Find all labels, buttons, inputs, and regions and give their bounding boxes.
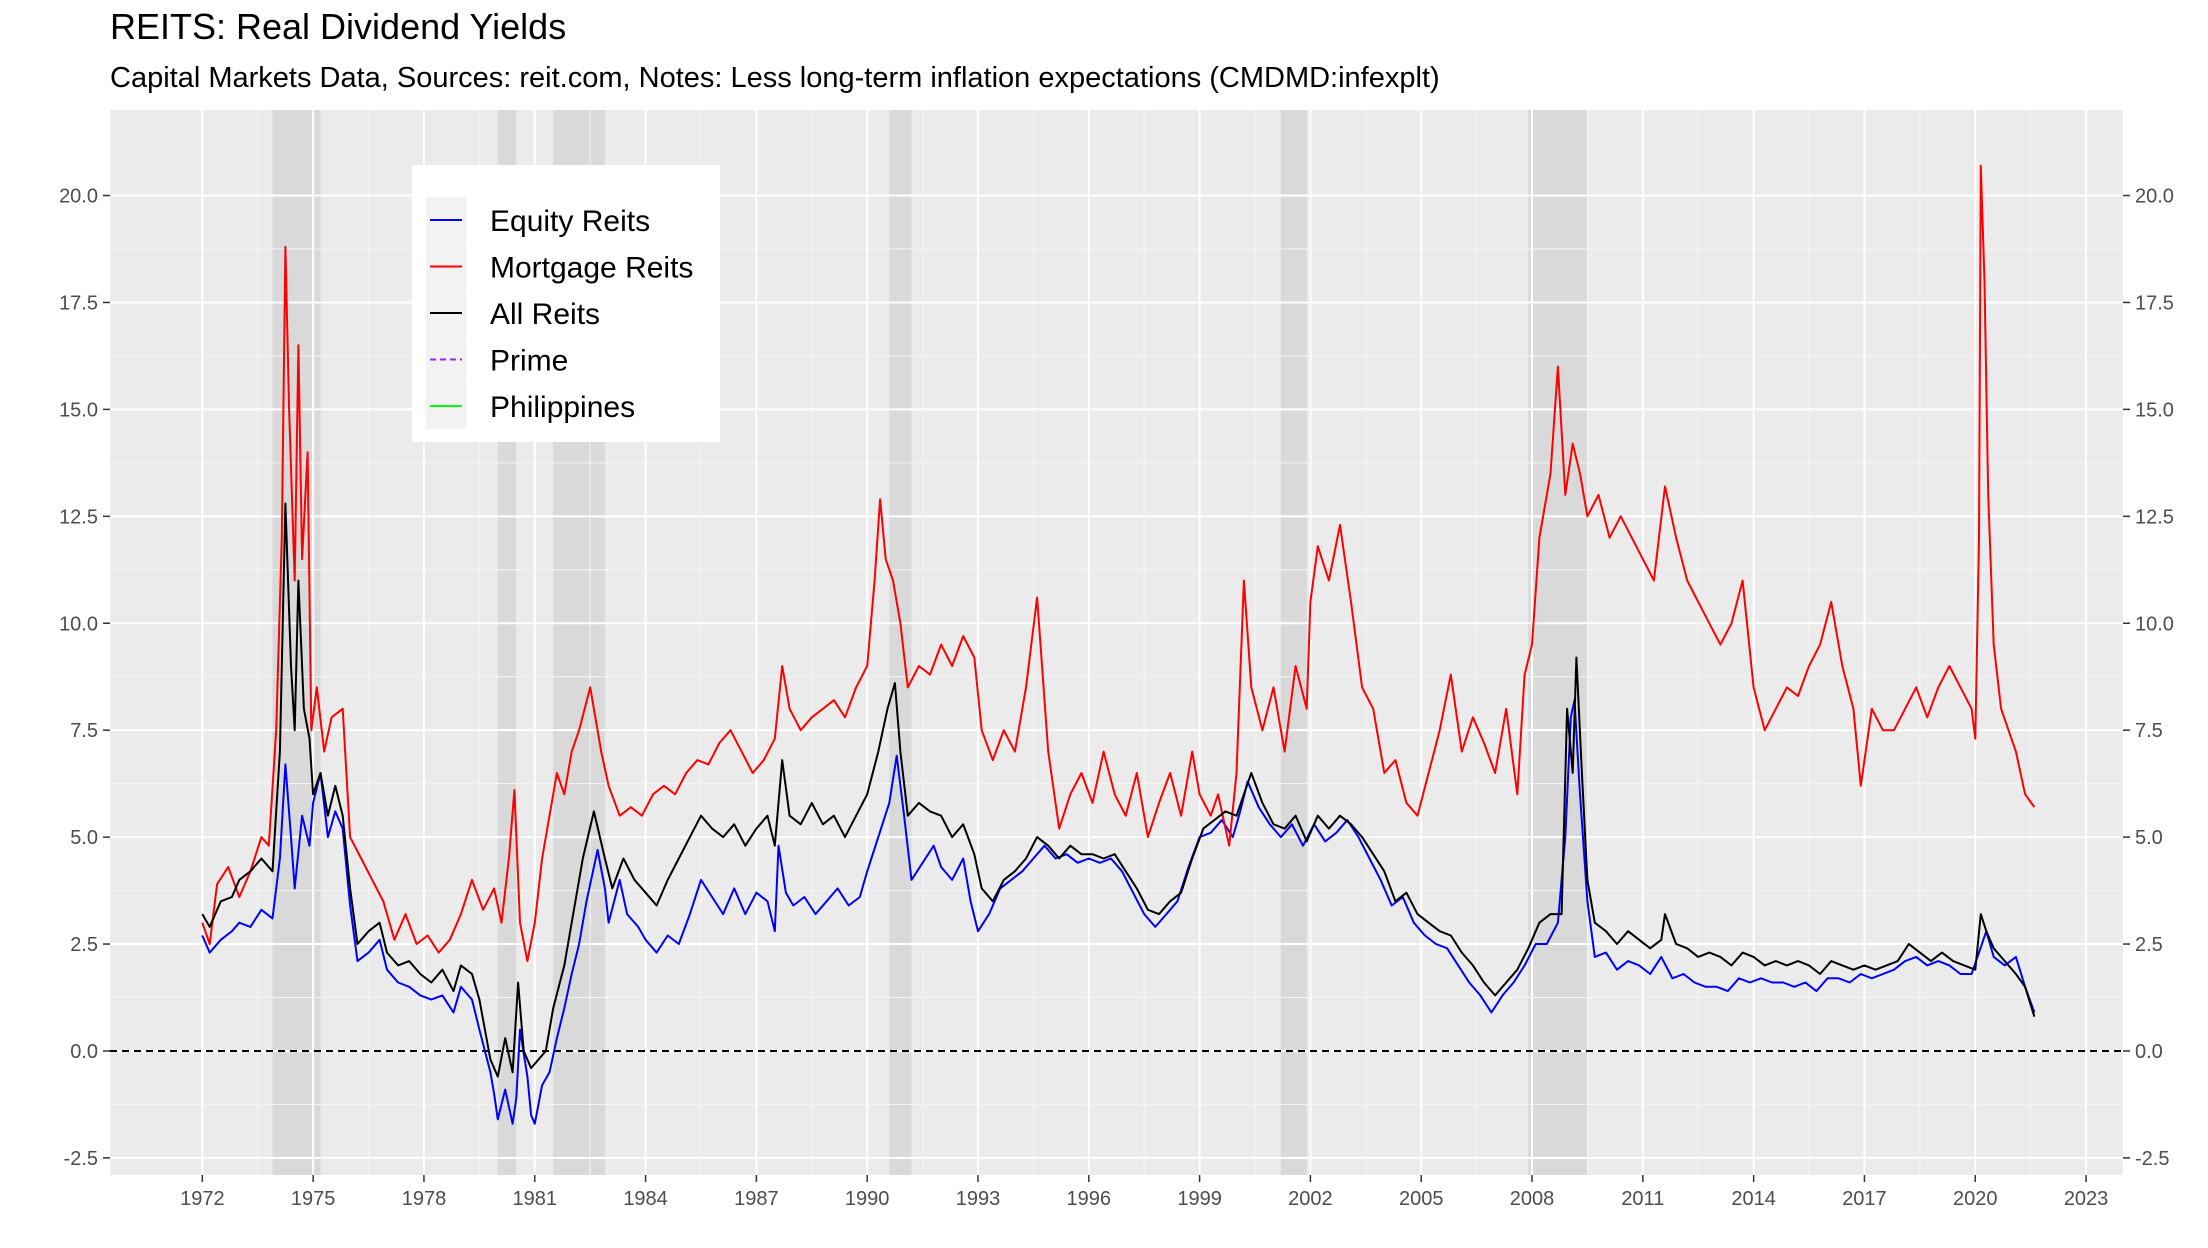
legend-label: All Reits [490, 298, 600, 331]
x-tick-label: 1987 [734, 1188, 779, 1210]
series-line-all-reits [201, 502, 2036, 1078]
y-tick-label-right: 17.5 [2135, 292, 2174, 314]
x-tick-label: 2005 [1399, 1188, 1444, 1210]
chart-subtitle: Capital Markets Data, Sources: reit.com,… [110, 62, 1440, 94]
recession-band [1280, 110, 1307, 1175]
x-tick-label: 1999 [1177, 1188, 1222, 1210]
x-tick-label: 1981 [513, 1188, 558, 1210]
x-tick-label: 2011 [1621, 1188, 1664, 1210]
series-line-mortgage-reits [201, 164, 2036, 963]
x-tick-label: 1984 [623, 1188, 668, 1210]
x-tick-label: 1993 [956, 1188, 1001, 1210]
y-tick-label-left: 15.0 [59, 399, 98, 421]
y-tick-label-left: 0.0 [70, 1041, 98, 1063]
recession-band [889, 110, 912, 1175]
y-tick-label-left: 12.5 [59, 506, 98, 528]
y-tick-label-right: 10.0 [2135, 613, 2174, 635]
legend-label: Prime [490, 345, 568, 378]
legend-label: Mortgage Reits [490, 252, 693, 285]
y-tick-label-left: 10.0 [59, 613, 98, 635]
x-tick-label: 1978 [402, 1188, 447, 1210]
y-tick-label-right: 7.5 [2135, 720, 2163, 742]
y-tick-label-left: -2.5 [64, 1148, 98, 1170]
x-tick-label: 2002 [1288, 1188, 1333, 1210]
y-tick-label-right: -2.5 [2135, 1148, 2169, 1170]
y-tick-label-right: 20.0 [2135, 186, 2174, 208]
y-tick-label-right: 12.5 [2135, 506, 2174, 528]
legend-label: Equity Reits [490, 205, 650, 238]
x-tick-label: 2020 [1953, 1188, 1998, 1210]
recession-band [1528, 110, 1588, 1175]
chart-title: REITS: Real Dividend Yields [110, 6, 567, 47]
y-tick-label-left: 7.5 [70, 720, 98, 742]
y-tick-label-right: 15.0 [2135, 399, 2174, 421]
x-tick-label: 2014 [1731, 1188, 1776, 1210]
x-tick-label: 2017 [1842, 1188, 1887, 1210]
y-tick-label-left: 5.0 [70, 827, 98, 849]
y-tick-label-left: 17.5 [59, 292, 98, 314]
series-line-equity-reits [201, 699, 2036, 1125]
x-tick-label: 2008 [1510, 1188, 1555, 1210]
legend-label: Philippines [490, 391, 635, 424]
x-tick-label: 1972 [180, 1188, 225, 1210]
x-tick-label: 1996 [1067, 1188, 1112, 1210]
x-tick-label: 1990 [845, 1188, 890, 1210]
x-tick-label: 1975 [291, 1188, 336, 1210]
x-tick-label: 2023 [2064, 1188, 2109, 1210]
y-tick-label-right: 0.0 [2135, 1041, 2163, 1063]
y-tick-label-left: 20.0 [59, 186, 98, 208]
y-tick-label-right: 2.5 [2135, 934, 2163, 956]
y-tick-label-right: 5.0 [2135, 827, 2163, 849]
y-tick-label-left: 2.5 [70, 934, 98, 956]
